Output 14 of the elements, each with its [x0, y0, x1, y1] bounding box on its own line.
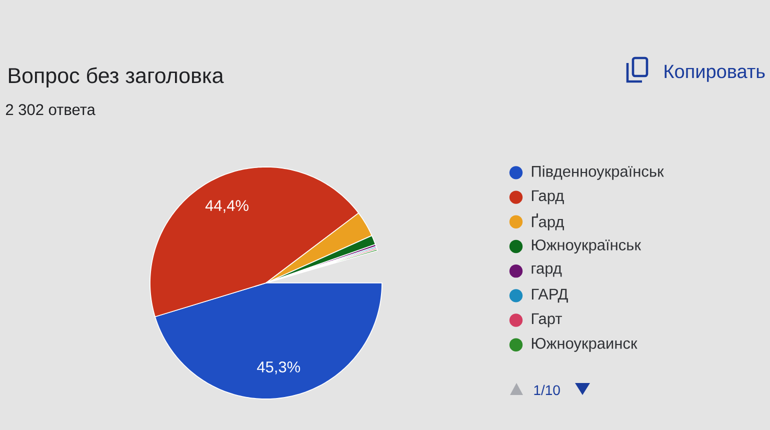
legend-label: Южноукраїнськ: [532, 239, 642, 254]
text: 1/10: [534, 384, 560, 396]
chart-title: Вопрос без заголовка: [8, 67, 224, 88]
legend-label: ГАРД: [532, 288, 568, 303]
legend-label: Гарт: [532, 313, 562, 328]
legend-label: Гард: [532, 190, 564, 204]
text: Копировать: [664, 64, 765, 82]
legend-label: гард: [532, 265, 562, 277]
legend-label: Південноукраїнськ: [532, 165, 664, 180]
data-label: 44,4%: [205, 200, 248, 213]
chart-subtitle: 2 302 ответа: [6, 104, 96, 116]
data-label: 45,3%: [257, 361, 300, 374]
legend-label: Южноукраинск: [532, 338, 638, 352]
legend-label: Ґард: [532, 213, 564, 230]
